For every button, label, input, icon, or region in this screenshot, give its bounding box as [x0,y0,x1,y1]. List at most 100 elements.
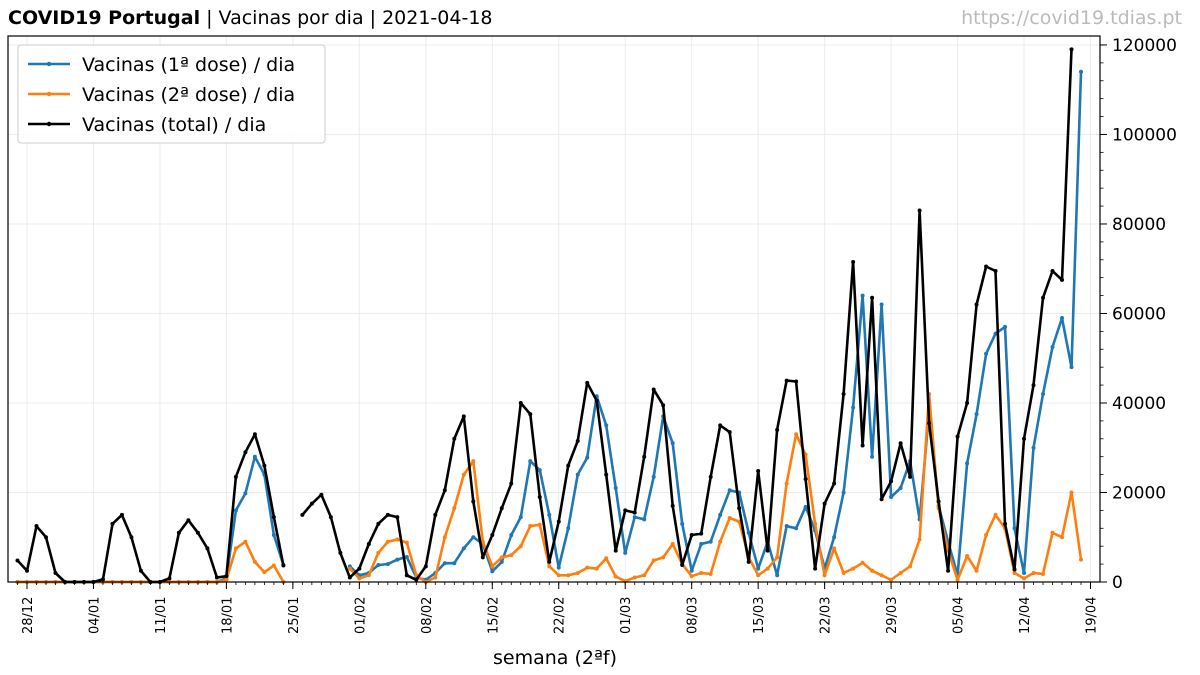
data-point [271,515,276,520]
data-point [1060,535,1065,540]
data-point [1069,47,1074,52]
data-point [509,553,514,558]
data-point [262,463,267,468]
data-point [1012,571,1017,576]
data-point [442,488,447,493]
source-url: https://covid19.tdias.pt [961,7,1182,29]
data-point [433,512,438,517]
data-point [585,455,590,460]
data-point [708,539,713,544]
data-point [357,576,362,581]
data-point [965,400,970,405]
data-point [1003,521,1008,526]
data-point [708,474,713,479]
data-point [984,264,989,269]
data-point [822,501,827,506]
data-point [547,559,552,564]
data-point [642,517,647,522]
data-point [746,559,751,564]
data-point [917,208,922,213]
x-tick-label: 25/01 [287,597,302,634]
data-point [1031,445,1036,450]
x-tick-label: 29/03 [885,597,900,634]
data-point [680,521,685,526]
data-point [461,472,466,477]
data-point [167,576,172,581]
data-point [727,430,732,435]
data-point [262,570,267,575]
data-point [889,494,894,499]
data-point [528,412,533,417]
data-point [214,575,219,580]
data-point [243,491,248,496]
data-point [509,481,514,486]
data-point [803,452,808,457]
data-point [224,574,229,579]
data-point [271,533,276,538]
data-point [461,546,466,551]
data-point [233,508,238,513]
data-point [594,566,599,571]
legend-marker [46,121,52,127]
data-point [518,400,523,405]
data-point [898,571,903,576]
data-point [414,577,419,582]
data-point [1012,526,1017,531]
data-point [756,573,761,578]
data-point [765,566,770,571]
data-point [433,575,438,580]
data-point [24,568,29,573]
data-point [1050,268,1055,273]
y-tick-label: 80000 [1112,215,1166,235]
data-point [642,454,647,459]
data-point [670,503,675,508]
data-point [471,459,476,464]
data-point [556,565,561,570]
data-point [347,575,352,580]
data-point [490,569,495,574]
data-point [604,472,609,477]
data-point [822,573,827,578]
x-tick-label: 15/02 [486,597,501,634]
x-tick-label: 08/02 [420,597,435,634]
data-point [870,295,875,300]
data-point [1060,315,1065,320]
data-point [233,546,238,551]
data-point [1031,571,1036,576]
data-point [395,537,400,542]
data-point [357,566,362,571]
data-point [993,512,998,517]
data-point [423,564,428,569]
data-point [699,571,704,576]
data-point [813,566,818,571]
data-point [518,515,523,520]
data-point [718,423,723,428]
data-point [1022,436,1027,441]
x-tick-label: 22/02 [553,597,568,634]
data-point [670,541,675,546]
x-tick-label: 01/02 [353,597,368,634]
data-point [385,512,390,517]
data-point [917,537,922,542]
data-point [927,421,932,426]
data-point [841,490,846,495]
data-point [347,566,352,571]
x-tick-label: 12/04 [1018,597,1033,634]
title-bold: COVID19 Portugal [8,7,200,29]
series-line [301,49,1073,582]
data-point [385,562,390,567]
data-point [613,574,618,579]
data-point [233,474,238,479]
data-point [632,515,637,520]
data-point [746,530,751,535]
data-point [965,554,970,559]
data-point [1050,345,1055,350]
data-point [1079,69,1084,74]
data-point [832,535,837,540]
data-point [404,540,409,545]
data-point [727,516,732,521]
data-point [889,577,894,582]
axes: 28/12 04/01 11/01 18/01 25/01 01/02 08/02 15/02… [17,36,1177,634]
data-point [689,568,694,573]
x-tick-label: 04/01 [87,597,102,634]
